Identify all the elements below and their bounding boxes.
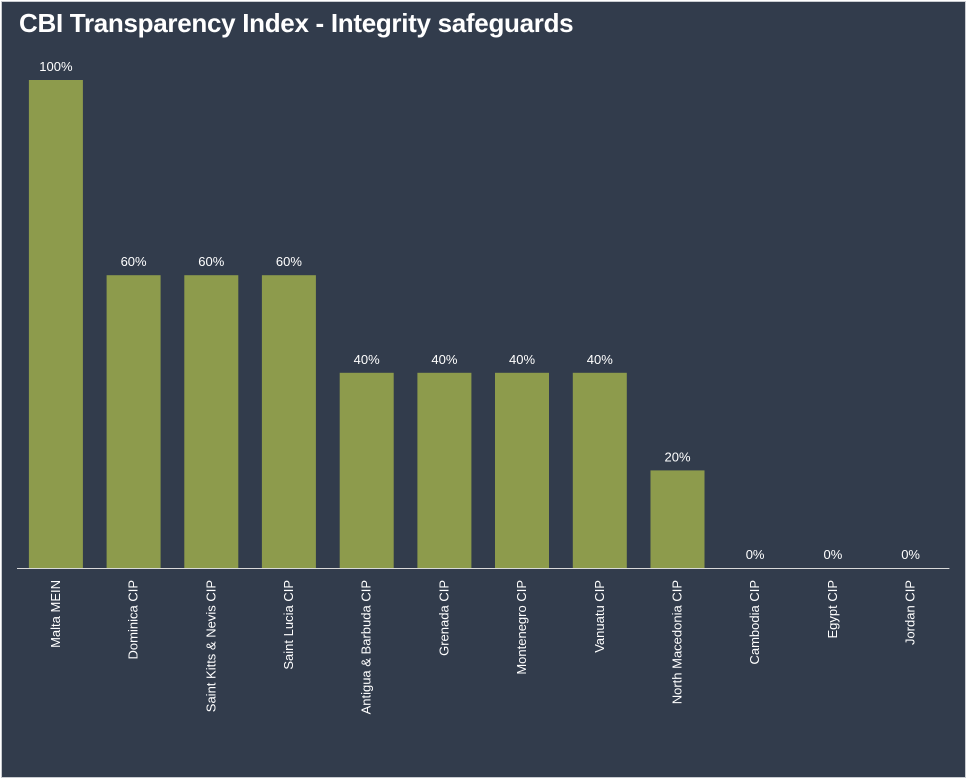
x-tick-label: Dominica CIP	[126, 580, 141, 659]
data-label: 40%	[354, 352, 380, 367]
bar	[572, 372, 627, 568]
x-tick-label: Saint Kitts & Nevis CIP	[203, 580, 218, 712]
data-label: 60%	[198, 254, 224, 269]
value-labels-layer: 100% 60% 60% 60% 40% 40% 40% 40% 20% 0% 0% 0%	[39, 59, 920, 562]
chart-title: CBI Transparency Index - Integrity safeg…	[19, 8, 574, 38]
x-tick-label: Saint Lucia CIP	[281, 580, 296, 670]
x-tick-labels-layer: Malta MEIN Dominica CIP Saint Kitts & Nevi…	[48, 580, 918, 714]
x-tick-label: Malta MEIN	[48, 580, 63, 648]
data-label: 60%	[121, 254, 147, 269]
bar	[184, 275, 239, 568]
bar	[261, 275, 316, 568]
bar	[339, 372, 394, 568]
data-label: 100%	[39, 59, 73, 74]
data-label: 0%	[746, 547, 765, 562]
data-label: 20%	[664, 449, 690, 464]
x-tick-label: Grenada CIP	[436, 580, 451, 656]
data-label: 40%	[587, 352, 613, 367]
x-tick-label: North Macedonia CIP	[670, 580, 685, 704]
data-label: 60%	[276, 254, 302, 269]
x-tick-label: Jordan CIP	[903, 580, 918, 645]
x-tick-label: Vanuatu CIP	[592, 580, 607, 653]
bar	[650, 470, 705, 568]
bar	[106, 275, 161, 568]
data-label: 40%	[431, 352, 457, 367]
x-tick-label: Cambodia CIP	[747, 580, 762, 665]
x-tick-label: Antigua & Barbuda CIP	[359, 580, 374, 714]
data-label: 40%	[509, 352, 535, 367]
x-tick-label: Egypt CIP	[825, 580, 840, 639]
x-tick-label: Montenegro CIP	[514, 580, 529, 675]
bar	[495, 372, 549, 568]
bar	[28, 80, 83, 568]
bar	[417, 372, 472, 568]
data-label: 0%	[901, 547, 920, 562]
data-label: 0%	[824, 547, 843, 562]
bars-layer	[28, 80, 705, 568]
